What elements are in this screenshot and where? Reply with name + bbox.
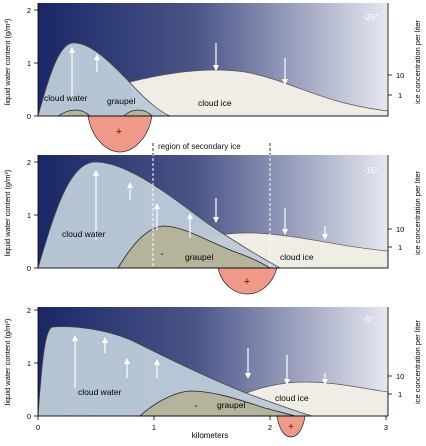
panel-minus15: + - region of secondary ice cloud water … <box>3 142 422 295</box>
positive-charge-sign: + <box>244 276 250 288</box>
y-tick-0: 0 <box>27 264 31 273</box>
left-axis-label: liquid water content (g/m³) <box>3 18 12 105</box>
right-tick-1: 1 <box>398 390 402 399</box>
cloud-water-label: cloud water <box>44 93 88 103</box>
x-tick-0: 0 <box>36 423 40 432</box>
positive-charge-sign: + <box>116 126 122 138</box>
graupel-area <box>138 390 296 417</box>
right-tick-1: 1 <box>398 243 402 252</box>
updraft-arrows <box>72 335 328 388</box>
cloud-ice-label: cloud ice <box>198 98 232 108</box>
y-tick-2: 2 <box>27 306 31 315</box>
y-tick-1: 1 <box>27 359 31 368</box>
positive-charge-area <box>217 267 278 295</box>
graupel-area <box>117 225 272 269</box>
y-tick-1: 1 <box>27 59 31 68</box>
negative-charge-sign: - <box>160 249 163 260</box>
updraft-arrows <box>69 43 288 100</box>
x-tick-3: 3 <box>384 423 388 432</box>
left-axis-label: liquid water content (g/m³) <box>3 169 12 256</box>
positive-charge-area <box>276 415 306 438</box>
x-axis-label: kilometers <box>192 431 228 440</box>
updraft-arrows <box>93 170 328 240</box>
cloud-water-area <box>37 161 282 269</box>
right-tick-10: 10 <box>396 71 404 80</box>
left-axis-label: liquid water content (g/m³) <box>3 318 12 405</box>
y-tick-0: 0 <box>27 112 31 121</box>
positive-charge-sign: + <box>288 422 294 433</box>
right-tick-10: 10 <box>396 225 404 234</box>
right-axis-label: ice concentration per liter <box>413 20 422 104</box>
graupel-label: graupel <box>185 252 213 262</box>
x-tick-2: 2 <box>268 423 272 432</box>
cloud-ice-label: cloud ice <box>275 393 309 403</box>
right-tick-10: 10 <box>396 372 404 381</box>
temperature-label: -15° <box>363 165 379 175</box>
panel-minus5: + - cloud water graupel cloud ice -5° 2 … <box>3 306 422 440</box>
panel-minus25: + cloud water graupel cloud ice -25° 2 1… <box>3 3 422 153</box>
x-tick-1: 1 <box>152 423 156 432</box>
cloud-water-area <box>37 326 313 417</box>
temperature-label: -25° <box>363 12 379 22</box>
cloud-water-label: cloud water <box>78 387 122 397</box>
negative-charge-sign: - <box>194 401 197 412</box>
graupel-label: graupel <box>217 400 245 410</box>
y-tick-2: 2 <box>27 6 31 15</box>
y-tick-0: 0 <box>27 412 31 421</box>
temperature-label: -5° <box>363 314 374 324</box>
region-label: region of secondary ice <box>158 142 241 151</box>
cloud-ice-area <box>129 69 389 117</box>
y-tick-2: 2 <box>27 158 31 167</box>
y-tick-1: 1 <box>27 211 31 220</box>
positive-charge-area <box>87 115 153 153</box>
right-tick-1: 1 <box>398 91 402 100</box>
cloud-ice-label: cloud ice <box>280 252 314 262</box>
graupel-label: graupel <box>107 96 135 106</box>
right-axis-label: ice concentration per liter <box>413 171 422 255</box>
cloud-water-label: cloud water <box>62 229 106 239</box>
cloud-water-area <box>37 42 171 117</box>
right-axis-label: ice concentration per liter <box>413 320 422 404</box>
